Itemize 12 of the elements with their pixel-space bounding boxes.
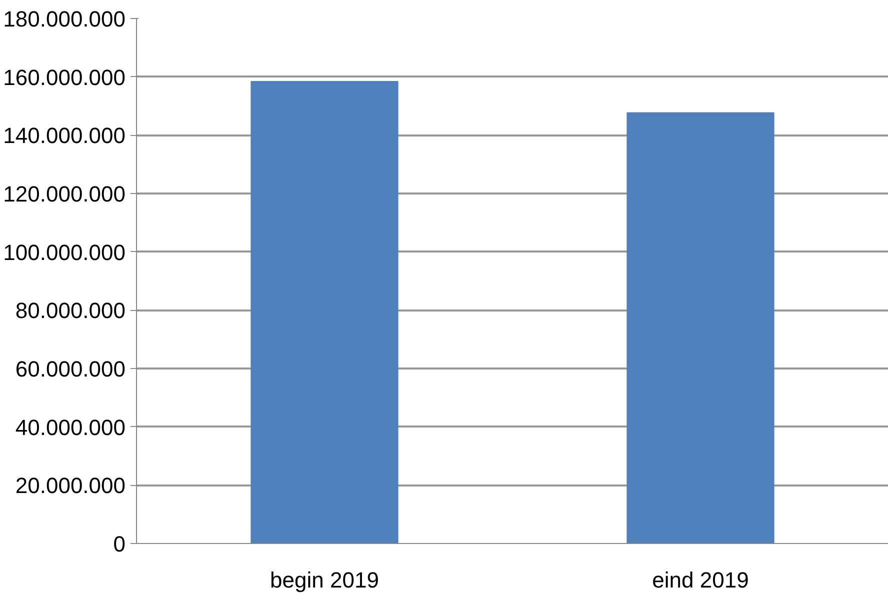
- y-tick-label: 20.000.000: [15, 473, 126, 498]
- x-tick-label: eind 2019: [652, 568, 749, 592]
- x-tick-label: begin 2019: [270, 568, 379, 592]
- y-tick-label: 180.000.000: [3, 6, 126, 32]
- y-tick-label: 120.000.000: [3, 182, 126, 206]
- y-tick-label: 60.000.000: [15, 356, 126, 382]
- y-tick-label: 0: [113, 532, 126, 556]
- y-tick-label: 100.000.000: [3, 240, 126, 265]
- y-tick-label: 140.000.000: [3, 123, 126, 148]
- y-tick-label: 40.000.000: [15, 414, 126, 440]
- y-tick-label: 80.000.000: [15, 298, 126, 324]
- y-tick-label: 160.000.000: [3, 64, 126, 90]
